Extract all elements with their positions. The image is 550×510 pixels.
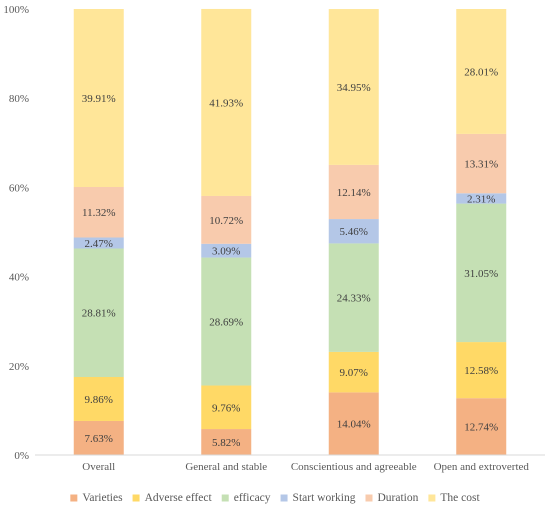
legend-label: Varieties bbox=[82, 492, 123, 504]
bar-segment bbox=[328, 243, 379, 352]
bar-stack: 7.63% 9.86% 28.81% 2.47% 11.32% 39.91% bbox=[73, 9, 124, 455]
legend-swatch bbox=[132, 494, 140, 502]
legend-label: Start working bbox=[293, 492, 356, 504]
data-label: 5.46% bbox=[340, 226, 368, 238]
y-axis: 0% 20% 40% 60% 80% 100% bbox=[3, 4, 29, 462]
legend-swatch bbox=[221, 494, 229, 502]
legend-label: Adverse effect bbox=[145, 492, 213, 504]
data-label: 10.72% bbox=[209, 215, 243, 227]
x-category-label: General and stable bbox=[185, 461, 267, 473]
bar-segment bbox=[73, 376, 124, 421]
legend-label: Duration bbox=[377, 492, 418, 504]
data-label: 11.32% bbox=[82, 207, 116, 219]
legend-item: efficacy bbox=[221, 492, 271, 504]
data-label: 2.31% bbox=[467, 193, 495, 205]
bar-segment bbox=[456, 133, 507, 194]
data-label: 5.82% bbox=[212, 437, 240, 449]
legend-item: The cost bbox=[428, 492, 480, 504]
data-label: 3.09% bbox=[212, 246, 240, 258]
legend-label: efficacy bbox=[234, 492, 271, 504]
bar-segment bbox=[201, 429, 252, 455]
y-tick-label: 40% bbox=[9, 272, 29, 284]
bar-segment bbox=[456, 342, 507, 399]
data-label: 31.05% bbox=[464, 268, 498, 280]
bar-segment bbox=[201, 385, 252, 430]
y-tick-label: 0% bbox=[14, 450, 29, 462]
y-tick-label: 80% bbox=[9, 93, 29, 105]
bar-segment bbox=[73, 9, 124, 187]
data-label: 9.86% bbox=[85, 394, 113, 406]
bar-stack: 12.74% 12.58% 31.05% 2.31% 13.31% 28.01% bbox=[456, 9, 507, 455]
bar-segment bbox=[328, 164, 379, 220]
data-label: 2.47% bbox=[85, 238, 113, 250]
legend-item: Duration bbox=[365, 492, 419, 504]
y-tick-label: 60% bbox=[9, 182, 29, 194]
data-label: 9.76% bbox=[212, 402, 240, 414]
y-tick-label: 20% bbox=[9, 361, 29, 373]
bar-segment bbox=[328, 351, 379, 393]
legend-swatch bbox=[428, 494, 436, 502]
data-label: 13.31% bbox=[464, 159, 498, 171]
data-label: 28.01% bbox=[464, 66, 498, 78]
bar-segment bbox=[201, 243, 252, 258]
bar-segment bbox=[73, 186, 124, 238]
data-label: 12.58% bbox=[464, 365, 498, 377]
legend-item: Start working bbox=[280, 492, 356, 504]
data-label: 34.95% bbox=[337, 82, 371, 94]
legend-swatch bbox=[70, 494, 78, 502]
data-label: 7.63% bbox=[85, 433, 113, 445]
legend-swatch bbox=[365, 494, 373, 502]
legend: Varieties Adverse effect efficacy Start wor… bbox=[70, 492, 480, 504]
bar-stack: 5.82% 9.76% 28.69% 3.09% 10.72% 41.93% bbox=[201, 8, 252, 455]
data-label: 9.07% bbox=[340, 367, 368, 379]
data-label: 28.69% bbox=[209, 317, 243, 329]
bar-segment bbox=[73, 420, 124, 455]
bar-segment bbox=[73, 248, 124, 377]
bar-segment bbox=[456, 9, 507, 134]
bar-stack: 14.04% 9.07% 24.33% 5.46% 12.14% 34.95% bbox=[328, 9, 379, 455]
bar-segment bbox=[456, 193, 507, 204]
data-label: 24.33% bbox=[337, 293, 371, 305]
x-axis: Overall General and stable Conscientious a… bbox=[35, 454, 545, 473]
legend-item: Adverse effect bbox=[132, 492, 213, 504]
bar-segment bbox=[456, 398, 507, 455]
data-label: 12.74% bbox=[464, 422, 498, 434]
legend-swatch bbox=[280, 494, 288, 502]
bar-segment bbox=[328, 219, 379, 244]
data-label: 41.93% bbox=[209, 97, 243, 109]
bar-segment bbox=[328, 392, 379, 455]
x-category-label: Open and extroverted bbox=[434, 461, 530, 473]
bar-segment bbox=[201, 195, 252, 244]
data-label: 39.91% bbox=[82, 93, 116, 105]
bar-segment bbox=[201, 257, 252, 386]
bars: 7.63% 9.86% 28.81% 2.47% 11.32% 39.91% 5.82% 9.… bbox=[73, 8, 507, 455]
bar-segment bbox=[456, 203, 507, 343]
bar-segment bbox=[73, 237, 124, 249]
data-label: 28.81% bbox=[82, 308, 116, 320]
bar-segment bbox=[328, 9, 379, 165]
bar-segment bbox=[201, 8, 252, 196]
x-category-label: Conscientious and agreeable bbox=[291, 461, 417, 473]
legend-label: The cost bbox=[440, 492, 480, 504]
data-label: 14.04% bbox=[337, 419, 371, 431]
x-category-label: Overall bbox=[82, 461, 115, 473]
data-label: 12.14% bbox=[337, 187, 371, 199]
legend-item: Varieties bbox=[70, 492, 123, 504]
y-tick-label: 100% bbox=[3, 4, 29, 16]
